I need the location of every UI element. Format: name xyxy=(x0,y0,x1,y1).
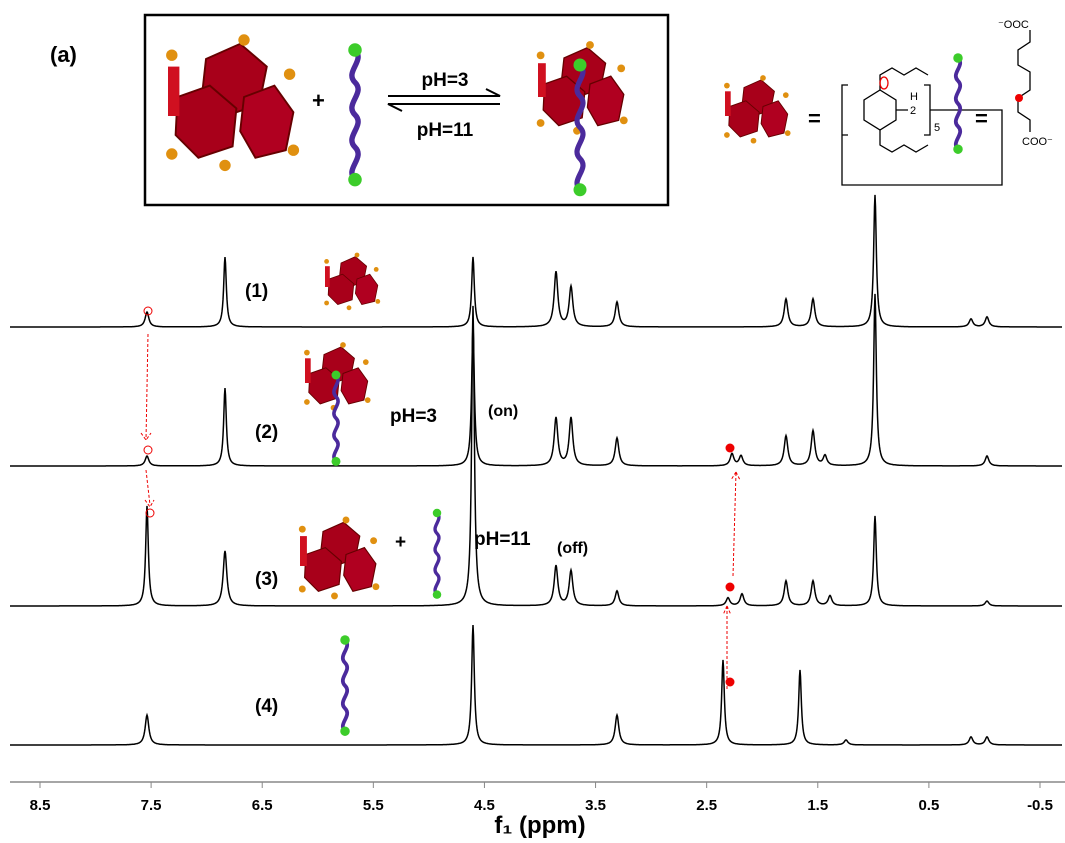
spectrum-label: (3) xyxy=(255,569,278,590)
equals: = xyxy=(975,106,988,131)
annotation: (off) xyxy=(557,540,588,557)
annotation: pH=11 xyxy=(474,529,531,550)
arrow xyxy=(388,88,501,97)
forward-label: pH=3 xyxy=(422,70,469,91)
panel-label: (a) xyxy=(50,42,77,67)
axis: 8.5 7.5 6.5 5.5 4.5 3.5 2.5 1.5 0.5 -0.5 xyxy=(30,782,1053,814)
tick-label: 0.5 xyxy=(918,797,939,814)
host-icon xyxy=(298,515,380,600)
structure-label: H xyxy=(910,91,918,103)
spectrum-label: (1) xyxy=(245,281,268,302)
axis-label: f₁ (ppm) xyxy=(494,812,585,838)
tick-label: 1.5 xyxy=(807,797,828,814)
structure-label: 5 xyxy=(934,122,940,134)
plus: + xyxy=(312,88,325,113)
spectra xyxy=(10,194,1062,746)
tick-label: 2.5 xyxy=(696,797,717,814)
guest-icon xyxy=(338,633,352,738)
host-icon xyxy=(723,74,792,145)
guest-icon xyxy=(348,43,362,186)
spectrum-label: (4) xyxy=(255,696,278,717)
annotation: + xyxy=(395,532,406,553)
tick-label: 6.5 xyxy=(252,797,273,814)
tick-label: 7.5 xyxy=(141,797,162,814)
host-icon xyxy=(165,33,301,173)
tick-label: 8.5 xyxy=(30,797,51,814)
host-icon xyxy=(536,40,629,136)
markers xyxy=(725,443,735,687)
annotation: (on) xyxy=(488,403,518,420)
scheme-box xyxy=(143,13,670,207)
spectrum-trace xyxy=(10,305,1062,607)
structure xyxy=(1017,30,1031,132)
backward-label: pH=11 xyxy=(417,120,474,141)
tick-label: 5.5 xyxy=(363,797,384,814)
spectrum-trace xyxy=(10,293,1062,467)
arrow xyxy=(387,103,500,112)
structure-label: COO⁻ xyxy=(1022,136,1053,148)
spectrum-trace xyxy=(10,194,1062,328)
host-icon xyxy=(323,252,381,311)
spectrum-label: (2) xyxy=(255,422,278,443)
annotation: pH=3 xyxy=(390,406,437,427)
guest-icon xyxy=(431,507,443,601)
spectrum-trace xyxy=(10,624,1062,746)
marker xyxy=(1015,94,1023,102)
tick-label: -0.5 xyxy=(1027,797,1053,814)
guest-icon xyxy=(951,51,965,156)
structure-label: 2 xyxy=(910,105,916,117)
guides xyxy=(140,306,741,690)
structure xyxy=(841,67,1003,186)
structure-label: ⁻OOC xyxy=(998,19,1029,31)
tick-label: 4.5 xyxy=(474,797,495,814)
tick-label: 3.5 xyxy=(585,797,606,814)
equals: = xyxy=(808,106,821,131)
